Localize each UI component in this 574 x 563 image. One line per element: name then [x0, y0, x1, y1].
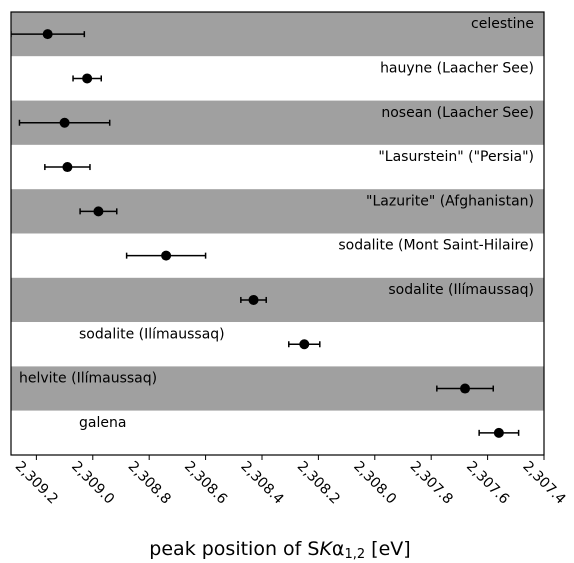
x-label-part: K [319, 538, 333, 560]
row-band [11, 277, 544, 323]
point [460, 383, 471, 394]
point [493, 427, 504, 438]
x-tick-label: 2,308.4 [237, 458, 286, 507]
row-band [11, 233, 544, 278]
x-tick-label: 2,308.6 [181, 458, 230, 507]
point [248, 294, 259, 305]
point [59, 117, 70, 128]
row-band [11, 410, 544, 455]
point [161, 250, 172, 261]
x-tick-label: 2,307.6 [463, 458, 512, 507]
point [82, 73, 93, 84]
row-label: "Lazurite" (Afghanistan) [366, 193, 534, 209]
x-tick-label: 2,309.2 [12, 458, 61, 507]
point [62, 162, 73, 173]
row-label: hauyne (Laacher See) [380, 60, 534, 76]
row-label: galena [79, 415, 126, 431]
row-label: nosean (Laacher See) [381, 105, 534, 121]
row-label: sodalite (Ilímaussaq) [79, 326, 225, 342]
x-tick-label: 2,308.2 [294, 458, 343, 507]
row-label: helvite (Ilímaussaq) [19, 371, 157, 387]
x-tick-label: 2,308.8 [125, 458, 174, 507]
x-tick-label: 2,307.4 [519, 458, 568, 507]
marks [11, 29, 520, 438]
point [93, 206, 104, 217]
x-axis-label: peak position of SKα1,2 [eV] [149, 538, 410, 562]
row-label: celestine [471, 16, 534, 32]
x-label-part: 1,2 [344, 547, 365, 562]
x-tick-label: 2,309.0 [68, 458, 117, 507]
plot-frame [10, 11, 545, 456]
x-label-part: α [332, 538, 345, 560]
row-band [11, 322, 544, 367]
row-label: "Lasurstein" ("Persia") [378, 149, 534, 165]
point [299, 339, 310, 350]
row-label: sodalite (Mont Saint-Hilaire) [338, 238, 534, 254]
x-tick-label: 2,307.8 [407, 458, 456, 507]
point [42, 29, 53, 40]
row-band [11, 12, 544, 57]
x-tick-label: 2,308.0 [350, 458, 399, 507]
x-label-part: peak position of S [149, 538, 319, 560]
x-label-part: [eV] [365, 538, 411, 560]
row-band [11, 144, 544, 190]
row-label: sodalite (Ilímaussaq) [388, 282, 534, 298]
